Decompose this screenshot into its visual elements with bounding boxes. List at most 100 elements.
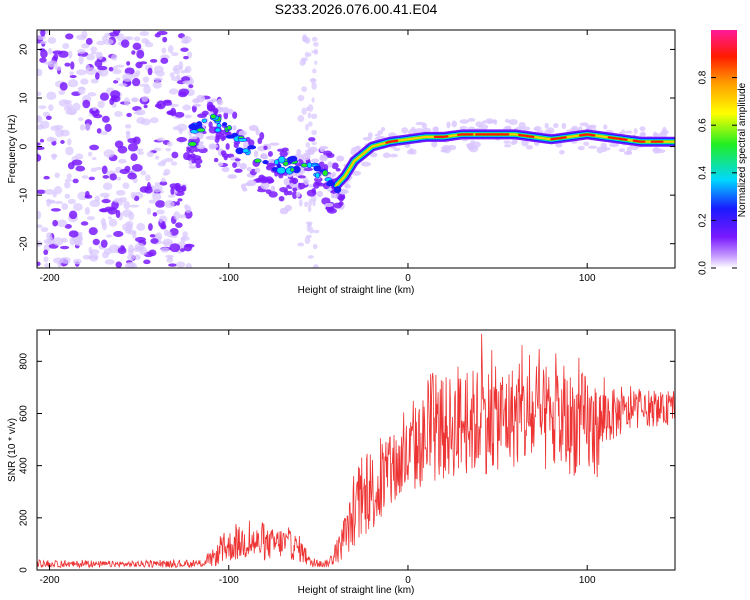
spectrogram-noise-blob: [68, 210, 78, 220]
spectrogram-noise-blob: [113, 230, 124, 238]
spectrogram-halo-blob: [367, 132, 373, 139]
spectrogram-noise-blob: [73, 258, 82, 265]
spectrogram-noise-blob: [37, 154, 42, 162]
ridge-hot-blob: [216, 123, 222, 128]
spectrogram-cloud-blob: [338, 201, 344, 206]
spectrogram-cloud-blob: [248, 139, 255, 147]
top-y-tick-label: -20: [19, 236, 30, 251]
spectrogram-noise-blob: [98, 68, 109, 77]
spectrogram-noise-blob: [107, 216, 112, 220]
spectrogram-noise-blob: [162, 36, 168, 43]
spectrogram-halo-blob: [360, 161, 371, 167]
spectrogram-noise-blob: [78, 117, 84, 122]
spectrogram-noise-blob: [68, 230, 79, 238]
spectrogram-noise-blob: [97, 100, 105, 109]
spectrogram-halo-blob: [351, 170, 362, 176]
spectrogram-noise-blob: [312, 198, 316, 207]
spectrogram-noise-blob: [139, 83, 150, 87]
spectrogram-noise-blob: [112, 66, 118, 70]
spectrogram-noise-blob: [169, 243, 181, 253]
spectrogram-cloud-blob: [210, 144, 217, 149]
spectrogram-noise-blob: [96, 128, 102, 134]
spectrogram-cloud-blob: [319, 145, 329, 150]
spectrogram-noise-blob: [158, 215, 168, 224]
spectrogram-noise-blob: [169, 227, 179, 236]
spectrogram-noise-blob: [311, 97, 315, 103]
spectrogram-noise-blob: [71, 159, 83, 166]
spectrogram-noise-blob: [307, 255, 314, 259]
spectrogram-noise-blob: [64, 224, 72, 229]
spectrogram-noise-blob: [113, 199, 120, 203]
spectrogram-noise-blob: [76, 48, 86, 54]
spectrogram-cloud-blob: [207, 135, 217, 141]
spectrogram-noise-blob: [142, 76, 150, 83]
spectrogram-noise-blob: [310, 77, 317, 85]
spectrogram-noise-blob: [154, 182, 161, 186]
spectrogram-cloud-blob: [331, 171, 336, 178]
spectrogram-noise-blob: [75, 165, 86, 172]
spectrogram-noise-blob: [122, 182, 130, 190]
colorbar-tick-label: 0.0: [698, 261, 709, 275]
spectrogram-noise-blob: [174, 184, 182, 191]
spectrogram-noise-blob: [68, 50, 73, 59]
spectrogram-noise-blob: [67, 138, 72, 146]
spectrogram-cloud-blob: [234, 158, 241, 162]
spectrogram-noise-blob: [115, 64, 125, 68]
spectrogram-noise-blob: [101, 35, 108, 42]
colorbar-tick-label: 0.4: [698, 165, 709, 179]
spectrogram-halo-blob: [633, 128, 638, 135]
spectrogram-cloud-blob: [296, 149, 302, 156]
spectrogram-halo-blob: [451, 120, 458, 128]
spectrogram-noise-blob: [48, 47, 53, 55]
top-y-tick-label: 10: [19, 92, 30, 104]
spectrogram-cloud-blob: [278, 195, 285, 202]
spectrogram-noise-blob: [148, 249, 157, 257]
spectrogram-noise-blob: [311, 50, 319, 54]
ridge-band-red: [578, 133, 596, 137]
spectrogram-noise-blob: [40, 49, 48, 59]
spectrogram-noise-blob: [161, 177, 166, 183]
spectrogram-cloud-blob: [195, 163, 201, 169]
spectrogram-noise-blob: [146, 182, 151, 191]
spectrogram-cloud-blob: [221, 153, 230, 159]
spectrogram-noise-blob: [43, 249, 49, 256]
spectrogram-noise-blob: [134, 254, 141, 261]
spectrogram-noise-blob: [123, 201, 131, 210]
ridge-hot-blob: [313, 165, 322, 172]
spectrogram-cloud-blob: [240, 183, 246, 190]
spectrogram-noise-blob: [37, 91, 42, 97]
chart-title: S233.2026.076.00.41.E04: [275, 1, 438, 17]
spectrogram-halo-blob: [415, 121, 425, 126]
spectrogram-cloud-blob: [188, 136, 198, 140]
spectrogram-noise-blob: [182, 231, 188, 238]
spectrogram-cloud-blob: [316, 190, 324, 198]
spectrogram-halo-blob: [608, 142, 619, 148]
spectrogram-noise-blob: [85, 64, 90, 72]
spectrogram-noise-blob: [160, 57, 169, 64]
bottom-x-tick-label: 100: [579, 575, 596, 586]
spectrogram-noise-blob: [74, 240, 83, 246]
spectrogram-noise-blob: [95, 72, 100, 80]
spectrogram-noise-blob: [178, 214, 187, 219]
spectrogram-cloud-blob: [298, 182, 306, 190]
spectrogram-cloud-blob: [246, 179, 257, 187]
spectrogram-noise-blob: [143, 259, 151, 265]
spectrogram-noise-blob: [65, 33, 74, 40]
ridge-hot-blob: [262, 160, 269, 165]
spectrogram-noise-blob: [311, 129, 318, 136]
spectrogram-noise-blob: [307, 104, 314, 112]
spectrogram-noise-blob: [38, 105, 47, 110]
spectrogram-cloud-blob: [208, 126, 218, 134]
spectrogram-noise-blob: [311, 113, 318, 120]
spectrogram-noise-blob: [178, 127, 184, 135]
spectrogram-noise-blob: [139, 186, 149, 193]
spectrogram-noise-blob: [75, 153, 84, 160]
spectrogram-noise-blob: [303, 201, 309, 208]
spectrogram-noise-blob: [94, 59, 103, 68]
spectrogram-halo-blob: [658, 132, 668, 138]
spectrogram-noise-blob: [133, 111, 143, 115]
spectrogram-noise-blob: [167, 231, 172, 238]
spectrogram-noise-blob: [82, 99, 91, 109]
